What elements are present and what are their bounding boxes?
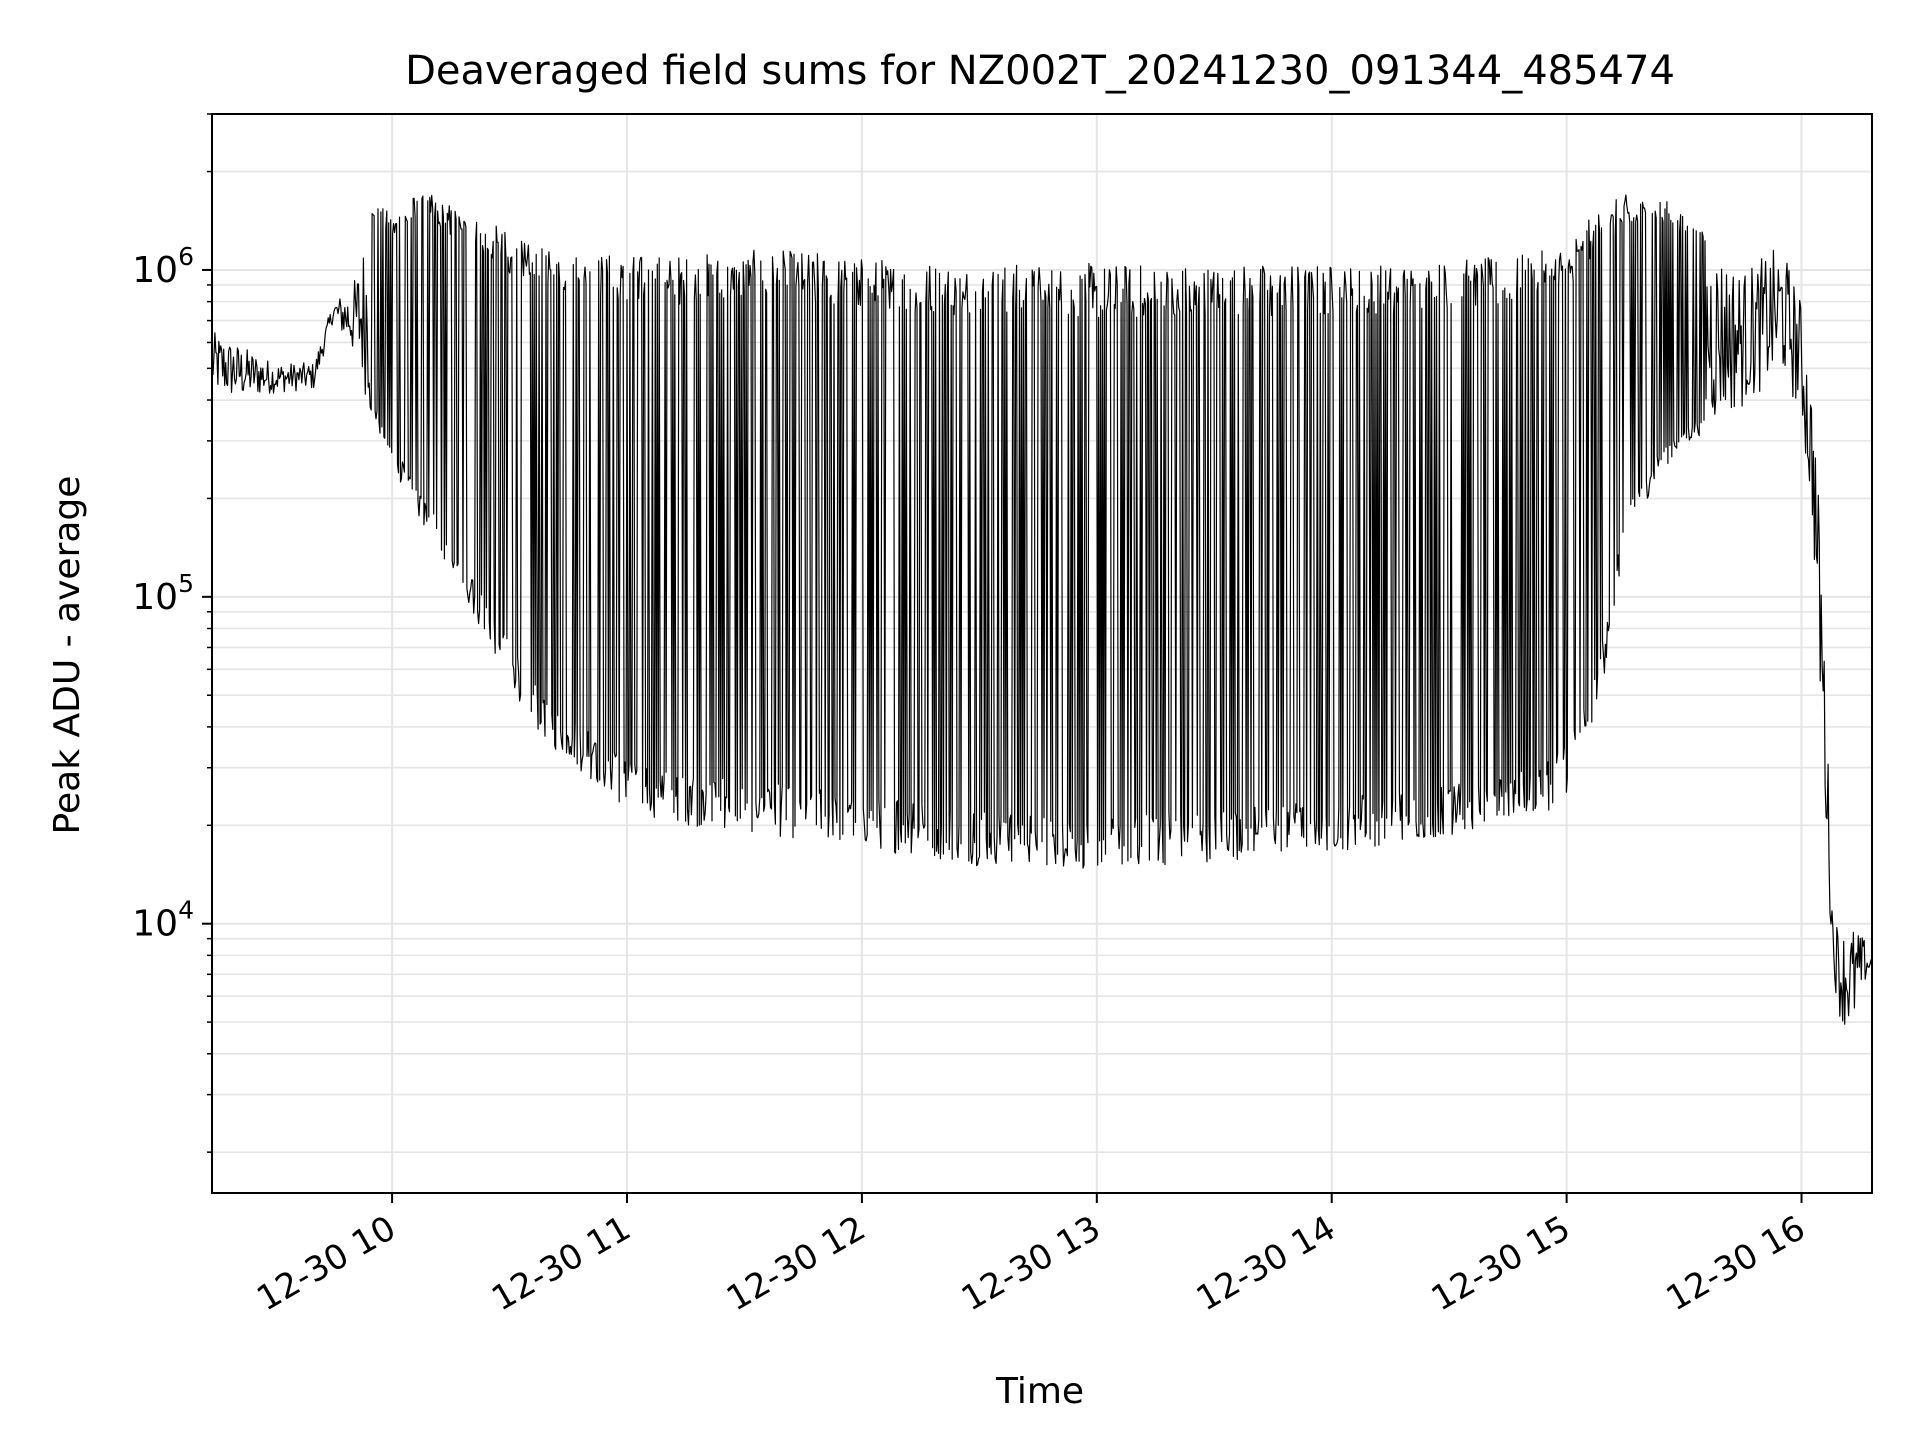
- plot-frame: [211, 113, 1873, 1194]
- series-line: [212, 194, 1872, 1025]
- y-tick-label: 106: [132, 242, 194, 291]
- y-axis: 104 105 106: [132, 113, 212, 1153]
- y-tick-label: 104: [132, 896, 194, 945]
- chart-title: Deaveraged field sums for NZ002T_2024123…: [405, 48, 1675, 94]
- data-series: [212, 194, 1872, 1025]
- y-tick-label: 105: [132, 569, 194, 618]
- y-axis-label: Peak ADU - average: [47, 476, 88, 835]
- x-axis-label: Time: [995, 1371, 1084, 1412]
